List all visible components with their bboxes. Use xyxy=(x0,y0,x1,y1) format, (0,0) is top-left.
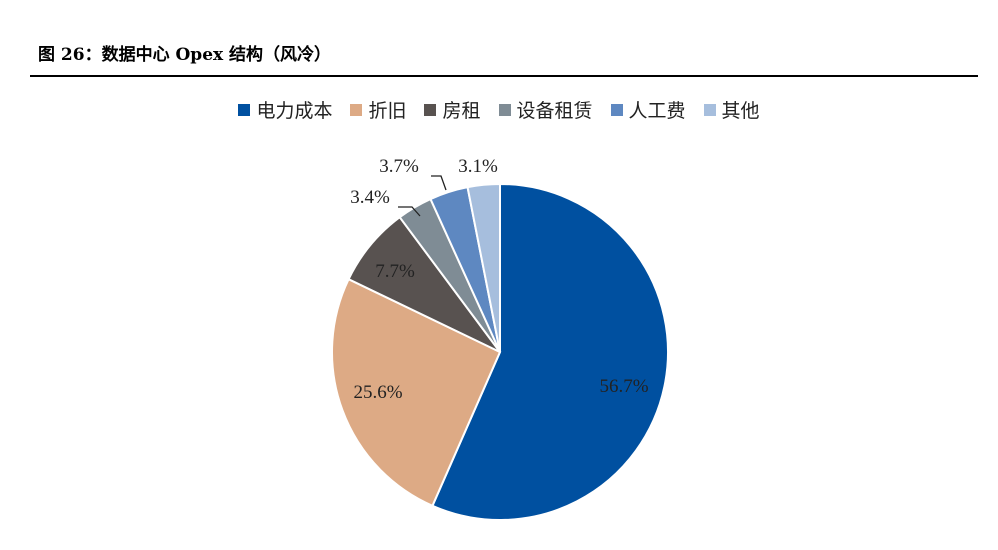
legend-label: 其他 xyxy=(721,100,760,122)
pie-slice xyxy=(431,182,669,521)
legend-swatch xyxy=(498,103,511,116)
legend: 电力成本 折旧 房租 设备租赁 人工费 其他 xyxy=(0,96,998,123)
legend-label: 人工费 xyxy=(628,100,686,122)
legend-item: 其他 xyxy=(703,96,760,123)
slice-value-label: 3.1% xyxy=(458,156,498,177)
legend-label: 房租 xyxy=(442,100,481,122)
legend-item: 房租 xyxy=(424,96,481,123)
legend-label: 折旧 xyxy=(368,100,407,122)
legend-label: 设备租赁 xyxy=(516,100,593,122)
slice-value-label: 3.7% xyxy=(379,156,419,177)
slice-value-label: 56.7% xyxy=(599,376,648,397)
leader-line xyxy=(431,175,447,191)
pie-slice xyxy=(331,277,502,508)
legend-swatch xyxy=(238,103,251,116)
slice-value-label: 7.7% xyxy=(375,261,415,282)
legend-label: 电力成本 xyxy=(256,100,333,122)
legend-item: 折旧 xyxy=(350,96,406,123)
legend-swatch xyxy=(350,103,363,116)
legend-item: 人工费 xyxy=(610,96,686,123)
slice-value-label: 3.4% xyxy=(350,187,390,208)
slice-value-label: 25.6% xyxy=(353,382,402,403)
legend-item: 电力成本 xyxy=(238,96,332,123)
title-rule xyxy=(30,75,978,77)
legend-swatch xyxy=(424,103,437,116)
legend-item: 设备租赁 xyxy=(498,96,593,123)
legend-swatch xyxy=(610,103,623,116)
legend-swatch xyxy=(703,103,716,116)
figure-title: 图 26：数据中心 Opex 结构（风冷） xyxy=(38,45,332,65)
leader-line xyxy=(398,206,421,217)
pie-slice xyxy=(466,182,501,353)
